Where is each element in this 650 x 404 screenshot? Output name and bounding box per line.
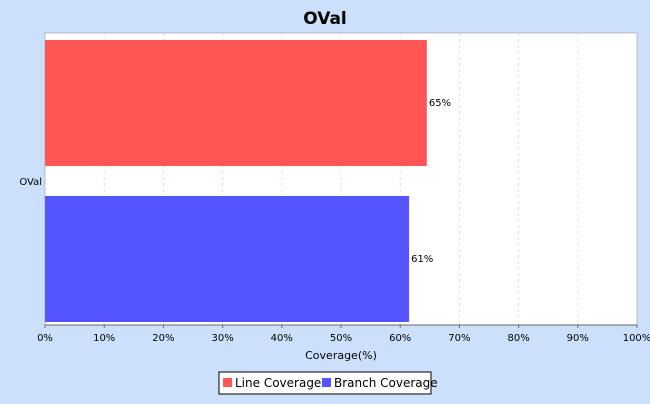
legend-label-line-coverage: Line Coverage [235, 376, 321, 390]
data-label-branch-coverage: 61% [411, 254, 433, 265]
legend-label-branch-coverage: Branch Coverage [334, 376, 438, 390]
bar-branch-coverage [45, 196, 410, 322]
x-tick-label: 10% [93, 333, 115, 344]
x-tick-label: 60% [389, 333, 411, 344]
x-tick-label: 90% [567, 333, 589, 344]
x-tick-label: 0% [37, 333, 53, 344]
x-axis-title: Coverage(%) [305, 349, 377, 362]
data-labels: 65% 61% [411, 98, 451, 265]
legend-swatch-line-coverage [223, 378, 232, 387]
x-tick-label: 70% [448, 333, 470, 344]
x-tick-label: 50% [330, 333, 352, 344]
legend-swatch-branch-coverage [322, 378, 331, 387]
category-label: OVal [19, 177, 42, 188]
x-tick-label: 20% [152, 333, 174, 344]
chart-title: OVal [303, 9, 347, 29]
x-tick-label: 40% [271, 333, 293, 344]
legend: Line Coverage Branch Coverage [218, 371, 438, 395]
x-tick-label: 100% [623, 333, 650, 344]
x-tick-label: 30% [211, 333, 233, 344]
data-label-line-coverage: 65% [429, 98, 451, 109]
x-axis: 0% 10% 20% 30% 40% 50% 60% 70% 80% 90% 100% [37, 324, 650, 344]
bar-line-coverage [45, 40, 427, 166]
x-tick-label: 80% [507, 333, 529, 344]
bars [45, 40, 427, 322]
